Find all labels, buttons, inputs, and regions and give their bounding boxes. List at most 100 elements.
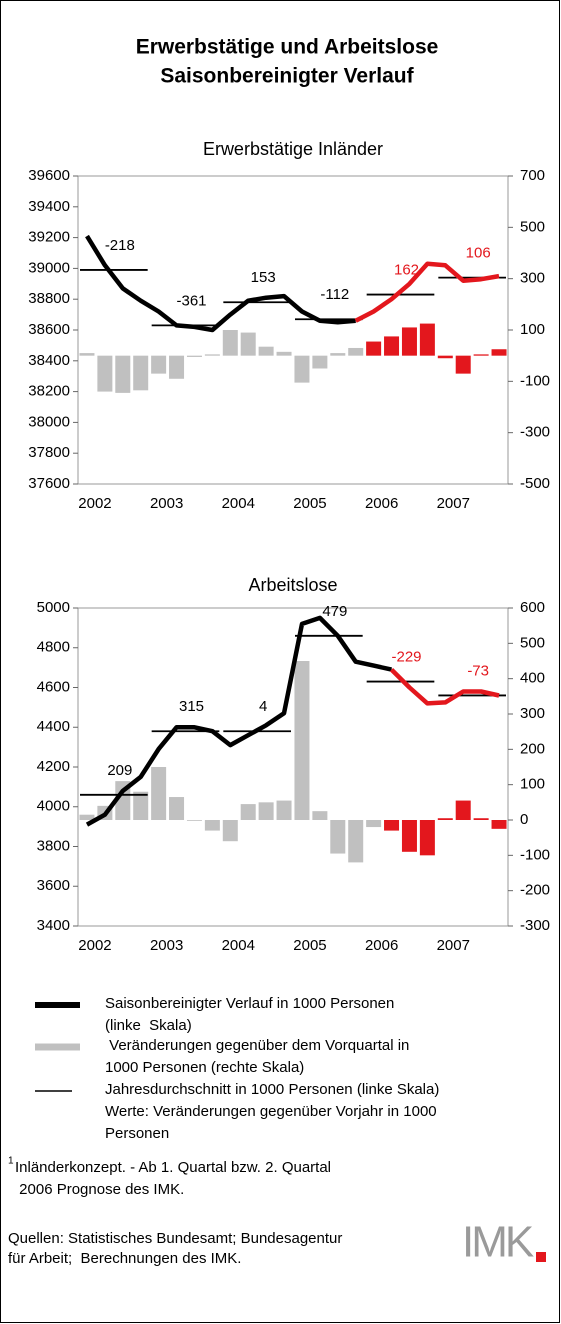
bar xyxy=(276,800,292,820)
bar xyxy=(330,353,346,356)
y-tick-label: 39600 xyxy=(28,167,70,184)
annual-change-label: -112 xyxy=(320,286,349,303)
x-tick-label: 2006 xyxy=(365,937,398,954)
y-tick-label: 38200 xyxy=(28,383,70,400)
x-tick-label: 2003 xyxy=(150,495,183,512)
bar xyxy=(384,820,400,831)
bar xyxy=(473,818,489,820)
bar xyxy=(240,332,256,356)
x-tick-label: 2002 xyxy=(78,495,111,512)
y2-tick-label: 700 xyxy=(520,167,545,184)
y2-tick-label: -100 xyxy=(520,846,550,863)
annual-change-label: 315 xyxy=(179,698,204,715)
y-tick-label: 4200 xyxy=(37,758,70,775)
bar xyxy=(169,797,185,820)
bar xyxy=(294,661,310,820)
y-tick-label: 37800 xyxy=(28,444,70,461)
bar xyxy=(312,355,328,369)
bar xyxy=(491,349,507,356)
annual-change-label: 479 xyxy=(322,603,347,620)
y-tick-label: 4800 xyxy=(37,639,70,656)
bar xyxy=(151,767,167,820)
bar xyxy=(419,820,435,856)
bar xyxy=(348,347,364,356)
x-tick-label: 2007 xyxy=(437,495,470,512)
annual-change-label: -73 xyxy=(467,662,489,679)
x-tick-label: 2003 xyxy=(150,937,183,954)
annual-change-label: -218 xyxy=(105,237,135,254)
line xyxy=(85,615,392,827)
y2-tick-label: 300 xyxy=(520,705,545,722)
y2-tick-label: 500 xyxy=(520,218,545,235)
y2-tick-label: -300 xyxy=(520,917,550,934)
annual-change-label: 162 xyxy=(394,262,419,279)
annual-change-label: -361 xyxy=(176,292,206,309)
bar xyxy=(348,820,364,863)
bar xyxy=(169,355,185,379)
x-tick-label: 2007 xyxy=(437,937,470,954)
bar xyxy=(204,820,220,831)
logo-square xyxy=(536,1252,546,1262)
bar xyxy=(455,800,471,820)
line xyxy=(85,234,356,333)
line xyxy=(389,668,500,706)
y-tick-label: 39400 xyxy=(28,198,70,215)
annual-change-label: 153 xyxy=(251,269,276,286)
bar xyxy=(204,354,220,356)
bar xyxy=(366,341,382,356)
y-tick-label: 5000 xyxy=(37,599,70,616)
title: Saisonbereinigter Verlauf xyxy=(160,65,414,88)
bar xyxy=(455,355,471,374)
x-tick-label: 2005 xyxy=(293,495,326,512)
bar xyxy=(384,336,400,356)
y2-tick-label: 100 xyxy=(520,776,545,793)
bar xyxy=(401,820,417,852)
y2-tick-label: 400 xyxy=(520,670,545,687)
footnote: Inländerkonzept. - Ab 1. Quartal bzw. 2.… xyxy=(15,1159,331,1176)
bar xyxy=(437,355,453,359)
legend-label: 1000 Personen (rechte Skala) xyxy=(105,1059,304,1076)
x-tick-label: 2004 xyxy=(222,495,255,512)
y2-tick-label: -100 xyxy=(520,372,550,389)
bar xyxy=(473,354,489,356)
logo: IMK xyxy=(462,1218,534,1267)
legend-label: Veränderungen gegenüber dem Vorquartal i… xyxy=(105,1037,409,1054)
annual-change-label: 209 xyxy=(107,762,132,779)
x-tick-label: 2006 xyxy=(365,495,398,512)
annual-change-label: 106 xyxy=(466,245,491,262)
sources: für Arbeit; Berechnungen des IMK. xyxy=(8,1250,241,1267)
bar xyxy=(186,820,202,821)
y-tick-label: 38400 xyxy=(28,352,70,369)
line xyxy=(354,261,500,323)
y2-tick-label: 100 xyxy=(520,321,545,338)
bar xyxy=(222,330,238,356)
y2-tick-label: 200 xyxy=(520,740,545,757)
legend-label: Jahresdurchschnitt in 1000 Personen (lin… xyxy=(105,1081,439,1098)
y2-tick-label: -300 xyxy=(520,424,550,441)
bar xyxy=(222,820,238,842)
sources: Quellen: Statistisches Bundesamt; Bundes… xyxy=(8,1230,342,1247)
y-tick-label: 37600 xyxy=(28,475,70,492)
y-tick-label: 38000 xyxy=(28,413,70,430)
y-tick-label: 4400 xyxy=(37,718,70,735)
bar xyxy=(79,353,95,356)
bar xyxy=(186,355,202,357)
y2-tick-label: -500 xyxy=(520,475,550,492)
footnote-mark: 1 xyxy=(8,1156,14,1167)
y2-tick-label: 300 xyxy=(520,270,545,287)
chart-title: Erwerbstätige Inländer xyxy=(203,139,383,159)
annual-change-label: 4 xyxy=(259,698,267,715)
bar xyxy=(258,802,274,820)
y-tick-label: 3400 xyxy=(37,917,70,934)
y-tick-label: 3600 xyxy=(37,877,70,894)
bar xyxy=(330,820,346,854)
bar xyxy=(79,814,95,820)
x-tick-label: 2002 xyxy=(78,937,111,954)
title: Erwerbstätige und Arbeitslose xyxy=(136,36,439,59)
y2-tick-label: 0 xyxy=(520,811,528,828)
x-tick-label: 2004 xyxy=(222,937,255,954)
y-tick-label: 38600 xyxy=(28,321,70,338)
bar xyxy=(401,327,417,356)
